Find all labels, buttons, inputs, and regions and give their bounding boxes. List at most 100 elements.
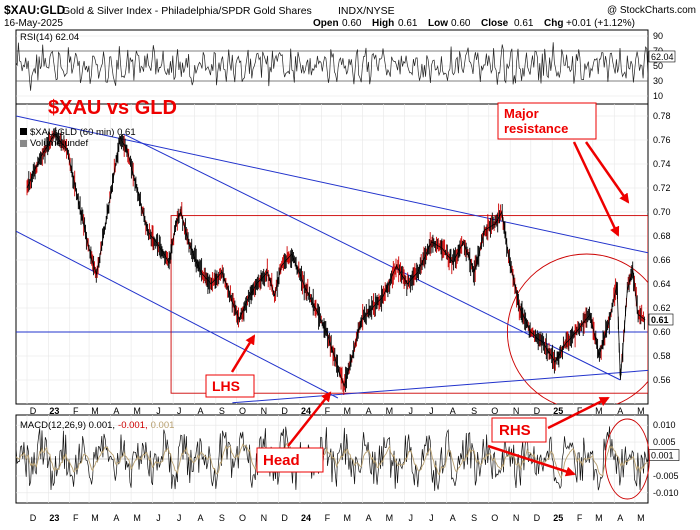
macd-x-label: M: [595, 513, 603, 523]
rsi-tick-label: 50: [653, 61, 663, 71]
price-x-label: S: [219, 406, 225, 416]
rhs-macd-arrow: [487, 444, 576, 477]
macd-x-label: D: [281, 513, 288, 523]
price-tick-label: 0.56: [653, 375, 671, 385]
head-label: Head: [263, 452, 300, 469]
price-x-label: J: [429, 406, 434, 416]
head-arrow: [287, 391, 332, 447]
price-tick-label: 0.60: [653, 327, 671, 337]
macd-x-label: D: [534, 513, 541, 523]
chart-date: 16-May-2025: [4, 18, 63, 29]
macd-x-label: N: [261, 513, 268, 523]
macd-value: 0.001: [651, 451, 674, 461]
price-x-label: N: [261, 406, 268, 416]
major-resistance-box: [497, 102, 597, 140]
rsi-value: 62.04: [651, 52, 674, 62]
major-resistance-label: Major: [504, 106, 539, 121]
price-tick-label: 0.70: [653, 207, 671, 217]
open-value: 0.60: [342, 18, 362, 29]
macd-tick-label: -0.005: [653, 471, 679, 481]
macd-title-part: MACD(12,26,9) 0.001,: [20, 420, 115, 431]
price-tick-label: 0.78: [653, 111, 671, 121]
rsi-tick-label: 90: [653, 31, 663, 41]
price-x-label: M: [386, 406, 394, 416]
macd-x-label: 24: [301, 513, 311, 523]
rsi-value-tag: [648, 50, 676, 63]
macd-circle: [604, 418, 650, 500]
chart-symbol: $XAU:GLD: [4, 3, 66, 17]
macd-x-label: A: [197, 513, 203, 523]
price-x-label: O: [491, 406, 498, 416]
consolidation-box: [170, 215, 648, 394]
macd-x-label: F: [577, 513, 583, 523]
macd-tick-label: 0.005: [653, 437, 676, 447]
chg-value: +0.01 (+1.12%): [566, 18, 635, 29]
trendline-neckline: [232, 369, 648, 404]
macd-x-label: J: [156, 513, 161, 523]
price-x-label: J: [177, 406, 182, 416]
macd-title-part: 0.001: [151, 420, 175, 431]
macd-x-label: M: [133, 513, 141, 523]
annotation-title: $XAU vs GLD: [48, 97, 177, 119]
price-last-value: 0.61: [651, 315, 669, 325]
price-x-label: N: [513, 406, 520, 416]
volume-legend: Volume undef: [30, 138, 88, 149]
rhs-circle: [506, 253, 648, 404]
price-legend: $XAU:GLD (60 min) 0.61: [30, 127, 136, 138]
macd-x-label: S: [471, 513, 477, 523]
price-x-label: M: [595, 406, 603, 416]
macd-x-label: A: [366, 513, 372, 523]
macd-x-label: A: [617, 513, 623, 523]
price-tick-label: 0.68: [653, 231, 671, 241]
price-x-label: 25: [553, 406, 563, 416]
price-x-label: A: [366, 406, 372, 416]
price-x-label: J: [408, 406, 413, 416]
macd-x-label: S: [219, 513, 225, 523]
rsi-tick-label: 30: [653, 76, 663, 86]
price-tick-label: 0.76: [653, 135, 671, 145]
macd-x-label: M: [344, 513, 352, 523]
macd-x-label: D: [30, 513, 37, 523]
macd-x-label: M: [386, 513, 394, 523]
trendline-lower-down-channel: [16, 230, 339, 399]
price-line: [26, 133, 646, 388]
price-x-label: D: [281, 406, 288, 416]
macd-tick-label: 0.010: [653, 420, 676, 430]
price-x-label: A: [450, 406, 456, 416]
volume-legend-swatch: [20, 140, 27, 147]
head-box: [256, 447, 324, 473]
macd-title-part: -0.001,: [118, 420, 148, 431]
macd-x-label: A: [450, 513, 456, 523]
chart-description: Gold & Silver Index - Philadelphia/SPDR …: [62, 5, 312, 17]
macd-x-label: N: [513, 513, 520, 523]
macd-title: MACD(12,26,9) 0.001, -0.001, 0.001: [20, 420, 174, 431]
macd-tick-label: -0.010: [653, 488, 679, 498]
price-x-label: A: [113, 406, 119, 416]
chart-exchange: INDX/NYSE: [338, 5, 395, 17]
major-resistance-label: resistance: [504, 121, 568, 136]
close-value: 0.61: [514, 18, 534, 29]
price-x-label: A: [617, 406, 623, 416]
lhs-arrow: [230, 334, 256, 373]
macd-x-label: 23: [49, 513, 59, 523]
macd-line: [16, 426, 648, 491]
price-tick-label: 0.64: [653, 279, 671, 289]
price-tick-label: 0.74: [653, 159, 671, 169]
low-label: Low: [428, 18, 448, 29]
rhs-label: RHS: [499, 422, 531, 439]
rsi-title: RSI(14) 62.04: [20, 32, 79, 43]
price-x-label: M: [637, 406, 645, 416]
macd-x-label: A: [113, 513, 119, 523]
price-x-label: 24: [301, 406, 311, 416]
macd-x-label: M: [637, 513, 645, 523]
price-x-label: M: [133, 406, 141, 416]
major-resistance-arrow: [584, 141, 630, 204]
macd-x-label: 25: [553, 513, 563, 523]
high-value: 0.61: [398, 18, 418, 29]
macd-x-label: J: [429, 513, 434, 523]
macd-x-label: F: [73, 513, 79, 523]
macd-x-label: O: [491, 513, 498, 523]
major-resistance-arrow: [572, 141, 620, 237]
price-x-label: F: [73, 406, 79, 416]
